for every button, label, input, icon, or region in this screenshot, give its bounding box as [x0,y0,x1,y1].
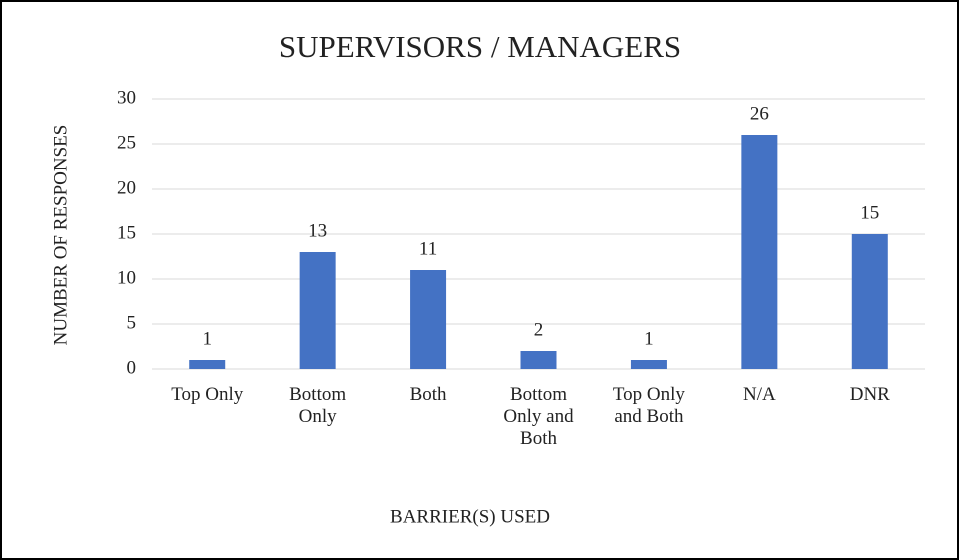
bar [851,234,888,369]
data-label: 1 [202,328,212,349]
y-tick-label: 30 [117,87,136,108]
x-tick-label: Top Only and Both [612,384,685,427]
chart-title: SUPERVISORS / MANAGERS [279,29,681,64]
y-tick-label: 25 [117,132,136,153]
bar [630,360,667,369]
y-tick-label: 15 [117,222,136,243]
x-axis-label: BARRIER(S) USED [390,506,550,527]
data-label: 13 [308,220,327,241]
data-label: 2 [534,319,544,340]
y-tick-label: 0 [127,357,137,378]
x-tick-label: Bottom Only and Both [503,384,574,449]
y-tick-label: 5 [127,312,137,333]
y-axis-label: NUMBER OF RESPONSES [50,125,71,346]
bar [520,351,557,369]
y-tick-label: 20 [117,177,136,198]
x-tick-label: Bottom Only [289,384,347,427]
data-label: 11 [419,238,437,259]
x-tick-label: Both [409,384,447,405]
bar [741,135,778,369]
y-tick-label: 10 [117,267,136,288]
bar [189,360,226,369]
x-tick-label: DNR [849,384,890,405]
data-label: 1 [644,328,654,349]
bar [410,270,447,369]
data-label: 26 [750,103,769,124]
data-label: 15 [860,202,879,223]
bar [299,252,336,369]
x-tick-label: Top Only [171,384,244,405]
x-tick-label: N/A [742,384,776,405]
